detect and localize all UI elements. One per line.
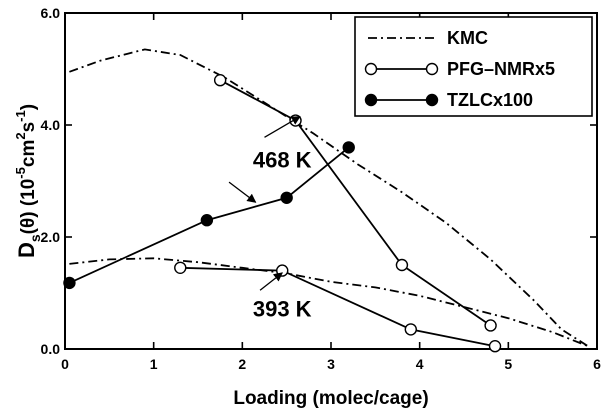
y-title-s: s [18, 122, 39, 133]
series-1-point-0-3 [484, 319, 497, 332]
legend-marker-start-2 [364, 93, 378, 107]
y-tick-label-6: 6.0 [41, 5, 61, 21]
x-tick-label-5: 5 [504, 356, 512, 372]
x-tick-label-2: 2 [238, 356, 246, 372]
annotation-arrow-0-1 [228, 181, 257, 203]
y-title-unit: cm [18, 140, 39, 167]
series-1-curve-1 [180, 266, 496, 348]
y-title-sub: s [27, 234, 43, 242]
y-tick-label-2: 2.0 [41, 229, 61, 245]
annotation-arrow-0-0 [264, 116, 301, 138]
series-0-curve-0 [69, 48, 589, 347]
y-title-exp3: -1 [13, 110, 28, 122]
y-axis-title: Ds(θ) (10-5cm2s-1) [13, 104, 43, 258]
annotation-label-1: 393 K [253, 297, 312, 322]
series-1-point-1-3 [488, 340, 502, 353]
x-tick-label-0: 0 [61, 356, 69, 372]
x-axis-title: Loading (molec/cage) [233, 388, 428, 409]
series-2-point-0-1 [200, 213, 214, 227]
y-tick-label-4: 4.0 [41, 117, 61, 133]
y-title-rest: (θ) (10 [18, 179, 39, 235]
y-title-exp2: 2 [13, 132, 28, 139]
annotation-label-0: 468 K [253, 148, 312, 173]
x-tick-label-1: 1 [150, 356, 158, 372]
annotation-layer: 468 K 393 K [228, 116, 312, 322]
x-tick-label-4: 4 [416, 356, 424, 372]
y-title-close: ) [18, 104, 39, 110]
series-2-point-0-2 [280, 191, 293, 205]
legend-marker-end-2 [425, 93, 439, 107]
series-1-point-1-2 [404, 323, 417, 336]
series-1-point-0-0 [213, 73, 227, 87]
legend-marker-end-1 [425, 62, 439, 76]
y-title-exp1: -5 [13, 167, 28, 179]
x-tick-label-3: 3 [327, 356, 335, 372]
series-1-point-1-1 [276, 264, 289, 277]
series-0-curve-1 [69, 257, 589, 348]
series-2-point-0-0 [63, 276, 76, 290]
legend-entries: KMC PFG–NMRx5 TZLCx100 [364, 28, 555, 110]
series-2-point-0-3 [342, 141, 355, 154]
legend: KMC PFG–NMRx5 TZLCx100 [354, 16, 593, 117]
legend-label-1: PFG–NMRx5 [447, 59, 555, 79]
legend-marker-start-1 [364, 62, 378, 76]
x-tick-label-6: 6 [593, 356, 601, 372]
y-title-main: D [14, 242, 39, 258]
annotation-arrow-1-0 [259, 272, 283, 291]
y-tick-label-0: 0.0 [41, 341, 61, 357]
series-2-curve-0 [69, 146, 350, 284]
series-1-curve-0 [219, 79, 492, 327]
legend-label-2: TZLCx100 [447, 90, 533, 110]
series-1-point-0-2 [395, 258, 409, 272]
series-1-point-1-0 [174, 261, 187, 274]
legend-label-0: KMC [447, 28, 488, 48]
